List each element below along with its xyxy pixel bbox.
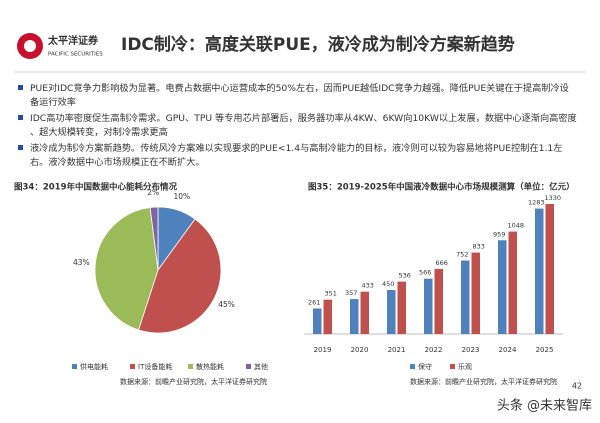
logo-subname: PACIFIC SECURITIES: [48, 52, 103, 58]
slide-title: IDC制冷：高度关联PUE，液冷成为制冷方案新趋势: [121, 34, 515, 55]
data-label: 2%: [147, 188, 159, 197]
data-label: 261: [308, 298, 320, 306]
pie-slice: [94, 207, 159, 331]
legend-swatch: [246, 364, 251, 369]
data-label: 45%: [218, 300, 235, 309]
x-tick-label: 2020: [351, 346, 369, 354]
bar: [461, 260, 470, 334]
logo-icon-inner: [24, 40, 36, 52]
bar: [471, 252, 480, 334]
data-label: 959: [493, 230, 505, 238]
x-tick-label: 2023: [462, 346, 480, 354]
data-label: 666: [436, 259, 448, 267]
bar: [387, 290, 396, 334]
source-note: 数据来源：前瞻产业研究院，太平洋证券研究院: [410, 377, 557, 386]
data-label: 833: [473, 243, 485, 251]
data-label: 566: [419, 269, 431, 277]
x-tick-label: 2024: [499, 346, 517, 354]
x-tick-label: 2021: [388, 346, 406, 354]
bullet-text: 液冷成为制冷方案新趋势。传统风冷方案难以实现要求的PUE<1.4与高制冷能力的目…: [30, 142, 562, 168]
data-label: 1048: [507, 222, 524, 230]
legend-swatch: [188, 364, 193, 369]
source-note: 数据来源：前瞻产业研究院，太平洋证券研究院: [120, 377, 267, 386]
chart-title: 图35：2019-2025年中国液冷数据中心市场规模测算（单位：亿元）: [308, 182, 575, 193]
bar: [323, 299, 332, 334]
bar: [535, 208, 544, 334]
data-label: 1330: [544, 194, 561, 202]
legend-label: IT设备能耗: [138, 362, 172, 371]
legend-swatch: [410, 364, 415, 369]
data-label: 752: [456, 250, 468, 258]
logo-name: 太平洋证券: [47, 34, 99, 47]
bar: [397, 281, 406, 334]
bar: [313, 308, 322, 334]
x-tick-label: 2019: [314, 346, 332, 354]
legend-swatch: [72, 364, 77, 369]
bullet-text: PUE对IDC竞争力影响极为显著。电费占数据中心运营成本的50%左右，因而PUE…: [30, 82, 569, 108]
legend-swatch: [450, 364, 455, 369]
bar: [424, 278, 433, 334]
bullet-marker: [18, 115, 23, 120]
bar: [508, 231, 517, 334]
watermark: 头条 @未来智库: [497, 398, 592, 414]
bar: [350, 299, 359, 334]
data-label: 433: [362, 282, 374, 290]
legend-label: 乐观: [458, 362, 472, 371]
bullet-marker: [18, 85, 23, 90]
bullet-text: IDC高功率密度促生高制冷需求。GPU、TPU 等专用芯片部署后，服务器功率从4…: [30, 112, 577, 138]
bullet-marker: [18, 145, 23, 150]
bar: [360, 291, 369, 334]
pie-slice: [149, 206, 159, 271]
x-tick-label: 2022: [425, 346, 443, 354]
bar: [434, 268, 443, 334]
data-label: 450: [382, 280, 394, 288]
data-label: 43%: [73, 258, 90, 267]
legend-label: 散热能耗: [196, 362, 224, 371]
data-label: 536: [399, 272, 411, 280]
pie-slice: [138, 218, 222, 334]
x-tick-label: 2025: [536, 346, 554, 354]
data-label: 1283: [528, 199, 545, 207]
bar: [545, 204, 554, 334]
data-label: 351: [325, 290, 337, 298]
legend-swatch: [130, 364, 135, 369]
bar: [498, 240, 507, 334]
data-label: 10%: [173, 192, 190, 201]
legend-label: 保守: [418, 362, 432, 371]
legend-label: 供电能耗: [80, 362, 108, 371]
data-label: 357: [345, 289, 357, 297]
legend-label: 其他: [254, 362, 268, 371]
page-number: 42: [572, 382, 582, 391]
chart-title: 图34：2019年中国数据中心能耗分布情况: [14, 182, 177, 193]
